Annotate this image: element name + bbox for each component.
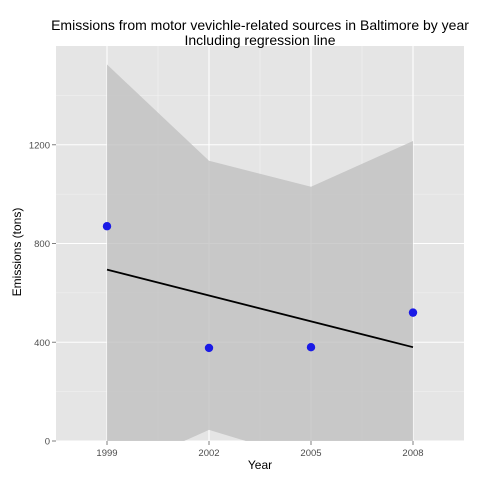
regression-line (106, 268, 414, 349)
confidence-band (107, 64, 413, 441)
y-axis-label: Emissions (tons) (10, 208, 24, 297)
chart-subtitle: Including regression line (185, 32, 336, 48)
x-tick-label: 2005 (300, 448, 321, 459)
x-tick-label: 1999 (96, 448, 117, 459)
y-tick-label: 0 (45, 437, 50, 448)
data-point (306, 342, 316, 352)
confidence-band-layer (107, 64, 413, 441)
x-axis-label: Year (248, 458, 272, 472)
y-tick-label: 800 (34, 239, 50, 250)
data-point (204, 343, 214, 353)
chart-title: Emissions from motor vevichle-related so… (51, 17, 469, 33)
ticks-layer: 0 400 800 1200 1999 2002 2005 2008 (29, 140, 424, 459)
points-layer (102, 222, 418, 353)
y-tick-label: 1200 (29, 140, 50, 151)
x-tick-label: 2002 (198, 448, 219, 459)
data-point (102, 222, 112, 231)
x-tick-label: 2008 (402, 448, 423, 459)
data-point (408, 308, 418, 317)
y-tick-label: 400 (34, 338, 50, 349)
regression-line-layer (106, 268, 414, 349)
